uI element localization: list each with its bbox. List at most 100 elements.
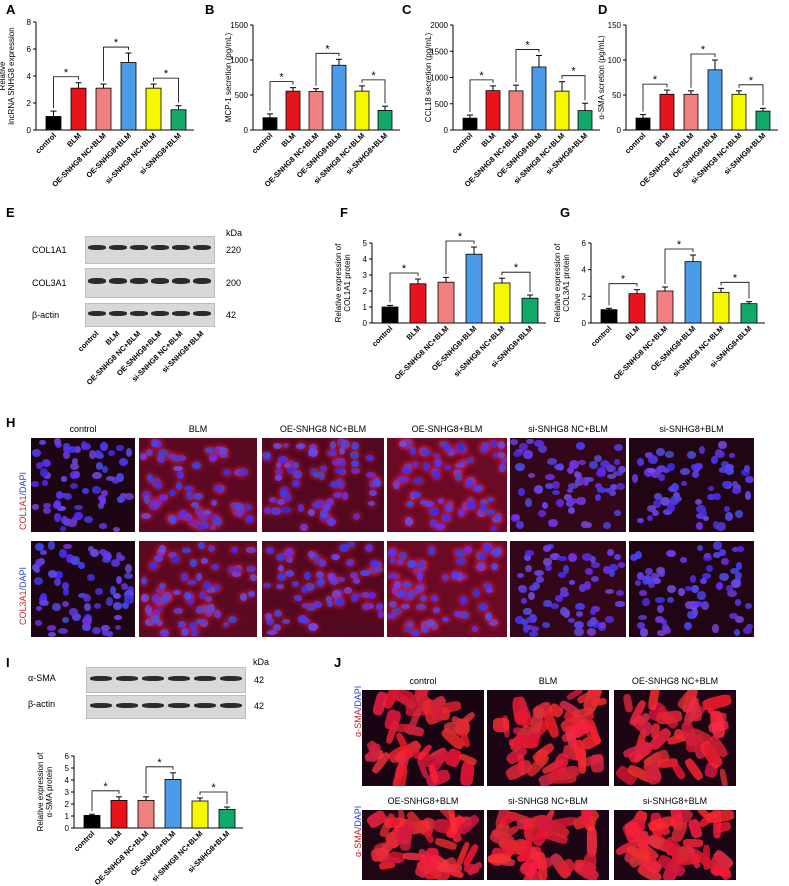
cell-nucleus (665, 451, 674, 458)
cell-nucleus (631, 474, 639, 483)
cell-nucleus (213, 610, 222, 618)
cell-nucleus (77, 561, 85, 570)
cell-nucleus (542, 545, 552, 552)
cell-nucleus (531, 581, 540, 590)
cell-nucleus (534, 439, 544, 447)
cell-nucleus (500, 457, 507, 464)
microscopy-column-title: OE-SNHG8+BLM (411, 424, 483, 434)
y-tick-label: 4 (65, 776, 70, 785)
cell-nucleus (713, 551, 721, 558)
cell-nucleus (603, 522, 611, 530)
cell-nucleus (719, 572, 729, 582)
microscopy-column-title: control (69, 424, 97, 434)
y-tick-label: 50 (612, 91, 621, 100)
cell-nucleus (718, 441, 727, 450)
blot-band (168, 703, 190, 708)
y-tick-label: 0 (244, 126, 249, 135)
cell-nucleus (521, 619, 528, 625)
cell-nucleus (39, 549, 47, 556)
cell-nucleus (585, 521, 593, 528)
cell-nucleus (349, 450, 359, 459)
cell-nucleus (364, 543, 374, 553)
cell-nucleus (190, 629, 200, 636)
cell-nucleus (266, 546, 274, 554)
blot-label-col1a1: COL1A1 (32, 245, 67, 255)
cell-nucleus (86, 573, 96, 582)
cell-nucleus (373, 566, 383, 573)
cell-nucleus (297, 615, 308, 624)
cell-nucleus (576, 497, 586, 506)
kda-col1a1: 220 (226, 245, 242, 255)
cell-nucleus (683, 757, 705, 783)
cell-nucleus (151, 610, 160, 617)
cell-nucleus (591, 605, 600, 613)
cell-nucleus (175, 482, 182, 490)
cell-nucleus (697, 544, 704, 551)
cell-nucleus (176, 471, 184, 480)
microscopy-column-title: si-SNHG8 NC+BLM (528, 424, 608, 434)
cell-nucleus (158, 582, 166, 589)
y-tick-label: 3 (363, 271, 368, 280)
y-tick-label: 1000 (430, 74, 448, 83)
cell-nucleus (353, 513, 360, 520)
cell-nucleus (109, 585, 117, 595)
cell-nucleus (154, 554, 163, 562)
cell-nucleus (594, 493, 602, 502)
cell-nucleus (554, 464, 564, 471)
cell-nucleus (100, 442, 109, 451)
cell-nucleus (420, 499, 429, 506)
cell-nucleus (526, 438, 534, 445)
cell-nucleus (198, 619, 208, 628)
y-tick-label: 0 (617, 126, 622, 135)
cell-nucleus (581, 521, 589, 528)
cell-nucleus (411, 629, 420, 637)
microscopy-image (510, 541, 626, 637)
cell-nucleus (239, 468, 248, 476)
blot-strip-alpha-sma (86, 667, 246, 693)
bar (354, 90, 370, 131)
cell-nucleus (519, 442, 529, 452)
cell-nucleus (204, 609, 213, 618)
blot-band (88, 245, 106, 250)
cell-nucleus (91, 485, 101, 494)
panel-label-g: G (560, 205, 571, 220)
panel-label-f: F (340, 205, 348, 220)
cell-nucleus (698, 445, 706, 455)
cell-nucleus (404, 463, 413, 472)
cell-nucleus (179, 510, 188, 518)
cell-nucleus (608, 569, 615, 578)
cell-nucleus (568, 483, 579, 490)
cell-nucleus (443, 721, 471, 735)
cell-nucleus (497, 441, 506, 450)
cell-nucleus (312, 500, 322, 509)
cell-nucleus (201, 606, 210, 614)
cell-nucleus (488, 440, 498, 448)
cell-nucleus (525, 564, 532, 573)
cell-nucleus (673, 491, 681, 500)
y-tick-label: 8 (27, 18, 32, 27)
cell-nucleus (420, 625, 429, 634)
cell-nucleus (550, 553, 560, 561)
cell-nucleus (695, 504, 706, 514)
microscopy-image (31, 438, 135, 532)
cell-nucleus (533, 486, 544, 494)
cell-nucleus (431, 595, 439, 602)
bar (377, 110, 393, 131)
cell-nucleus (141, 594, 150, 602)
y-tick-label: 4 (363, 255, 368, 264)
cell-nucleus (587, 619, 594, 628)
cell-nucleus (67, 518, 77, 528)
cell-nucleus (231, 570, 242, 578)
cell-nucleus (92, 471, 103, 480)
cell-nucleus (199, 590, 207, 599)
cell-nucleus (568, 579, 576, 586)
cell-nucleus (600, 459, 609, 468)
cell-nucleus (403, 440, 414, 449)
cell-nucleus (453, 610, 462, 617)
cell-nucleus (446, 448, 456, 456)
cell-nucleus (284, 462, 291, 469)
cell-nucleus (51, 602, 61, 612)
cell-nucleus (98, 523, 108, 529)
y-axis-label: MCP-1 secretion (pg/mL) (224, 32, 233, 122)
blot-band (142, 676, 164, 681)
